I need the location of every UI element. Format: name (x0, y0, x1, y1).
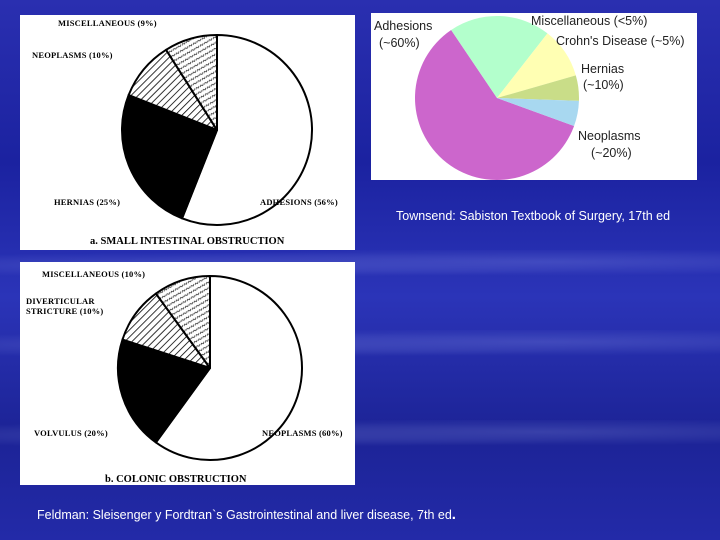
pie-slice-1 (117, 338, 211, 444)
colonic-pie-chart: MISCELLANEOUS (10%) DIVERTICULAR STRICTU… (26, 269, 343, 485)
colonic-chart-panel: MISCELLANEOUS (10%) DIVERTICULAR STRICTU… (20, 262, 355, 485)
pie-slice-3 (497, 75, 579, 101)
color-pie-chart: Adhesions (~60%) Miscellaneous (<5%) Cro… (374, 14, 684, 180)
chart-caption: b. COLONIC OBSTRUCTION (105, 474, 247, 485)
slice-label-adhesions-line2: (~60%) (379, 36, 420, 50)
feldman-citation-text: Feldman: Sleisenger y Fordtran`s Gastroi… (37, 508, 452, 522)
pie-slice-0 (414, 30, 575, 180)
slice-label-neoplasms-line1: Neoplasms (578, 129, 641, 143)
slice-label-misc: MISCELLANEOUS (9%) (58, 18, 157, 28)
slice-label-misc: Miscellaneous (<5%) (531, 14, 647, 28)
pie-slice-3 (154, 275, 211, 369)
slice-label-crohns: Crohn's Disease (~5%) (556, 34, 684, 48)
pie-slice-0 (181, 34, 313, 226)
pie-slice-1 (451, 15, 548, 99)
pie-slice-2 (497, 33, 576, 98)
slice-label-diverticular-line2: STRICTURE (10%) (26, 306, 103, 316)
slice-label-neoplasms: NEOPLASMS (60%) (262, 428, 343, 438)
feldman-citation-period: . (451, 506, 456, 523)
pie-slice-3 (165, 34, 218, 131)
pie-slice-4 (497, 98, 579, 127)
slice-label-adhesions: ADHESIONS (56%) (260, 197, 338, 207)
pie-slice-1 (121, 94, 218, 220)
slice-label-misc: MISCELLANEOUS (10%) (42, 269, 145, 279)
slice-label-volvulus: VOLVULUS (20%) (34, 428, 108, 438)
slice-label-hernias-line2: (~10%) (583, 78, 624, 92)
slice-label-neoplasms-line2: (~20%) (591, 146, 632, 160)
townsend-citation: Townsend: Sabiston Textbook of Surgery, … (396, 209, 671, 223)
feldman-citation: Feldman: Sleisenger y Fordtran`s Gastroi… (37, 506, 456, 523)
slice-label-diverticular-line1: DIVERTICULAR (26, 296, 95, 306)
small-intestinal-chart-panel: MISCELLANEOUS (9%) NEOPLASMS (10%) HERNI… (20, 15, 355, 250)
slice-label-hernias-line1: Hernias (581, 62, 624, 76)
chart-caption: a. SMALL INTESTINAL OBSTRUCTION (90, 236, 285, 247)
color-chart-panel: Adhesions (~60%) Miscellaneous (<5%) Cro… (371, 13, 697, 180)
slice-label-adhesions-line1: Adhesions (374, 19, 432, 33)
slice-label-neoplasms: NEOPLASMS (10%) (32, 50, 113, 60)
small-intestinal-pie-chart: MISCELLANEOUS (9%) NEOPLASMS (10%) HERNI… (32, 18, 338, 247)
pie-slice-0 (154, 275, 303, 461)
slice-label-hernias: HERNIAS (25%) (54, 197, 120, 207)
